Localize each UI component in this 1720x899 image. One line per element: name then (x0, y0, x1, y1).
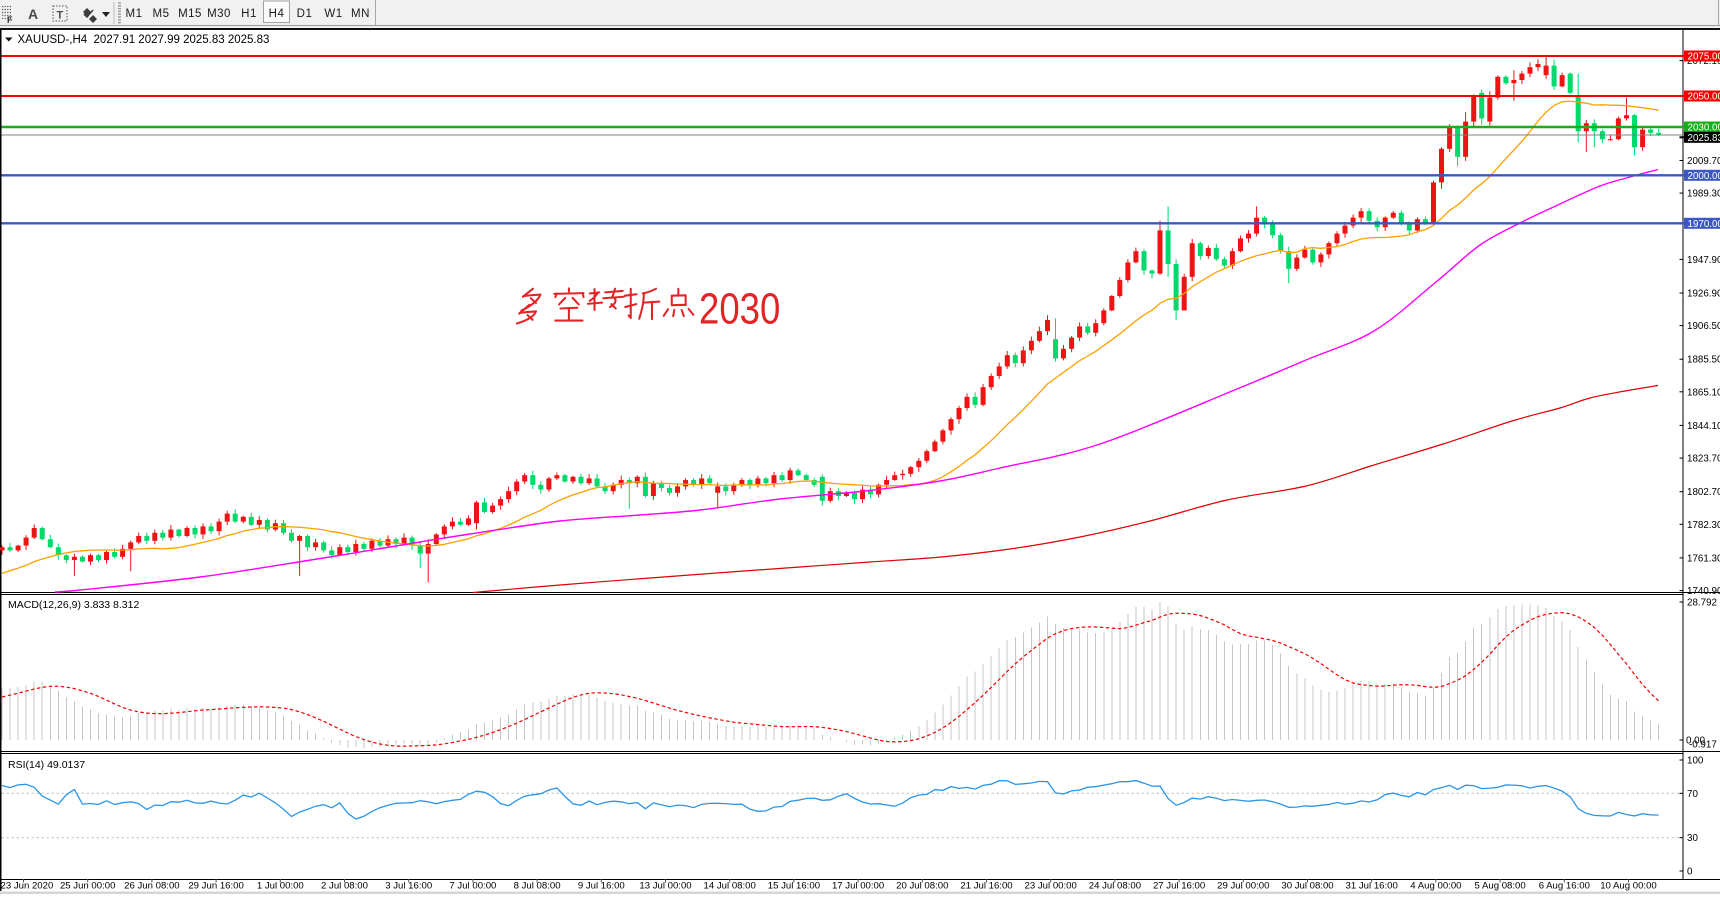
svg-text:2030: 2030 (699, 285, 780, 334)
svg-text:RSI(14) 49.0137: RSI(14) 49.0137 (8, 759, 85, 771)
svg-text:70: 70 (1687, 789, 1698, 800)
svg-text:1926.90: 1926.90 (1687, 289, 1720, 300)
svg-text:M15: M15 (178, 8, 202, 20)
svg-text:-0.917: -0.917 (1689, 740, 1717, 751)
svg-text:1906.50: 1906.50 (1687, 321, 1720, 332)
svg-text:1782.30: 1782.30 (1687, 520, 1720, 531)
svg-text:1761.30: 1761.30 (1687, 553, 1720, 564)
svg-text:2075.00: 2075.00 (1688, 52, 1720, 63)
svg-text:A: A (28, 6, 38, 22)
svg-text:H1: H1 (241, 8, 257, 20)
svg-text:2000.00: 2000.00 (1688, 171, 1720, 182)
svg-text:W1: W1 (324, 8, 342, 20)
svg-text:1802.70: 1802.70 (1687, 487, 1720, 498)
svg-text:M1: M1 (126, 8, 143, 20)
svg-text:23 Jun 2020: 23 Jun 2020 (1, 881, 54, 892)
svg-text:1989.30: 1989.30 (1687, 189, 1720, 200)
svg-text:2009.70: 2009.70 (1687, 156, 1720, 167)
svg-text:D1: D1 (297, 8, 313, 20)
svg-text:H4: H4 (269, 8, 285, 20)
svg-text:1970.00: 1970.00 (1688, 219, 1720, 230)
svg-text:28.792: 28.792 (1687, 598, 1717, 609)
svg-text:100: 100 (1687, 756, 1704, 767)
svg-text:MN: MN (351, 8, 370, 20)
svg-text:1740.90: 1740.90 (1687, 586, 1720, 597)
svg-text:F: F (7, 15, 13, 25)
svg-text:M5: M5 (153, 8, 170, 20)
svg-text:1947.90: 1947.90 (1687, 255, 1720, 266)
svg-text:0: 0 (1687, 867, 1693, 878)
svg-text:XAUUSD-,H4 2027.91 2027.99 20: XAUUSD-,H4 2027.91 2027.99 2025.83 2025.… (18, 34, 270, 46)
svg-text:2050.00: 2050.00 (1688, 92, 1720, 103)
svg-text:1844.10: 1844.10 (1687, 421, 1720, 432)
svg-text:1885.50: 1885.50 (1687, 355, 1720, 366)
svg-text:MACD(12,26,9) 3.833 8.312: MACD(12,26,9) 3.833 8.312 (8, 599, 139, 611)
svg-text:2025.83: 2025.83 (1688, 133, 1720, 144)
svg-text:T: T (57, 10, 64, 22)
svg-text:1823.70: 1823.70 (1687, 454, 1720, 465)
svg-text:1865.10: 1865.10 (1687, 387, 1720, 398)
svg-text:30: 30 (1687, 833, 1698, 844)
svg-text:M30: M30 (207, 8, 231, 20)
